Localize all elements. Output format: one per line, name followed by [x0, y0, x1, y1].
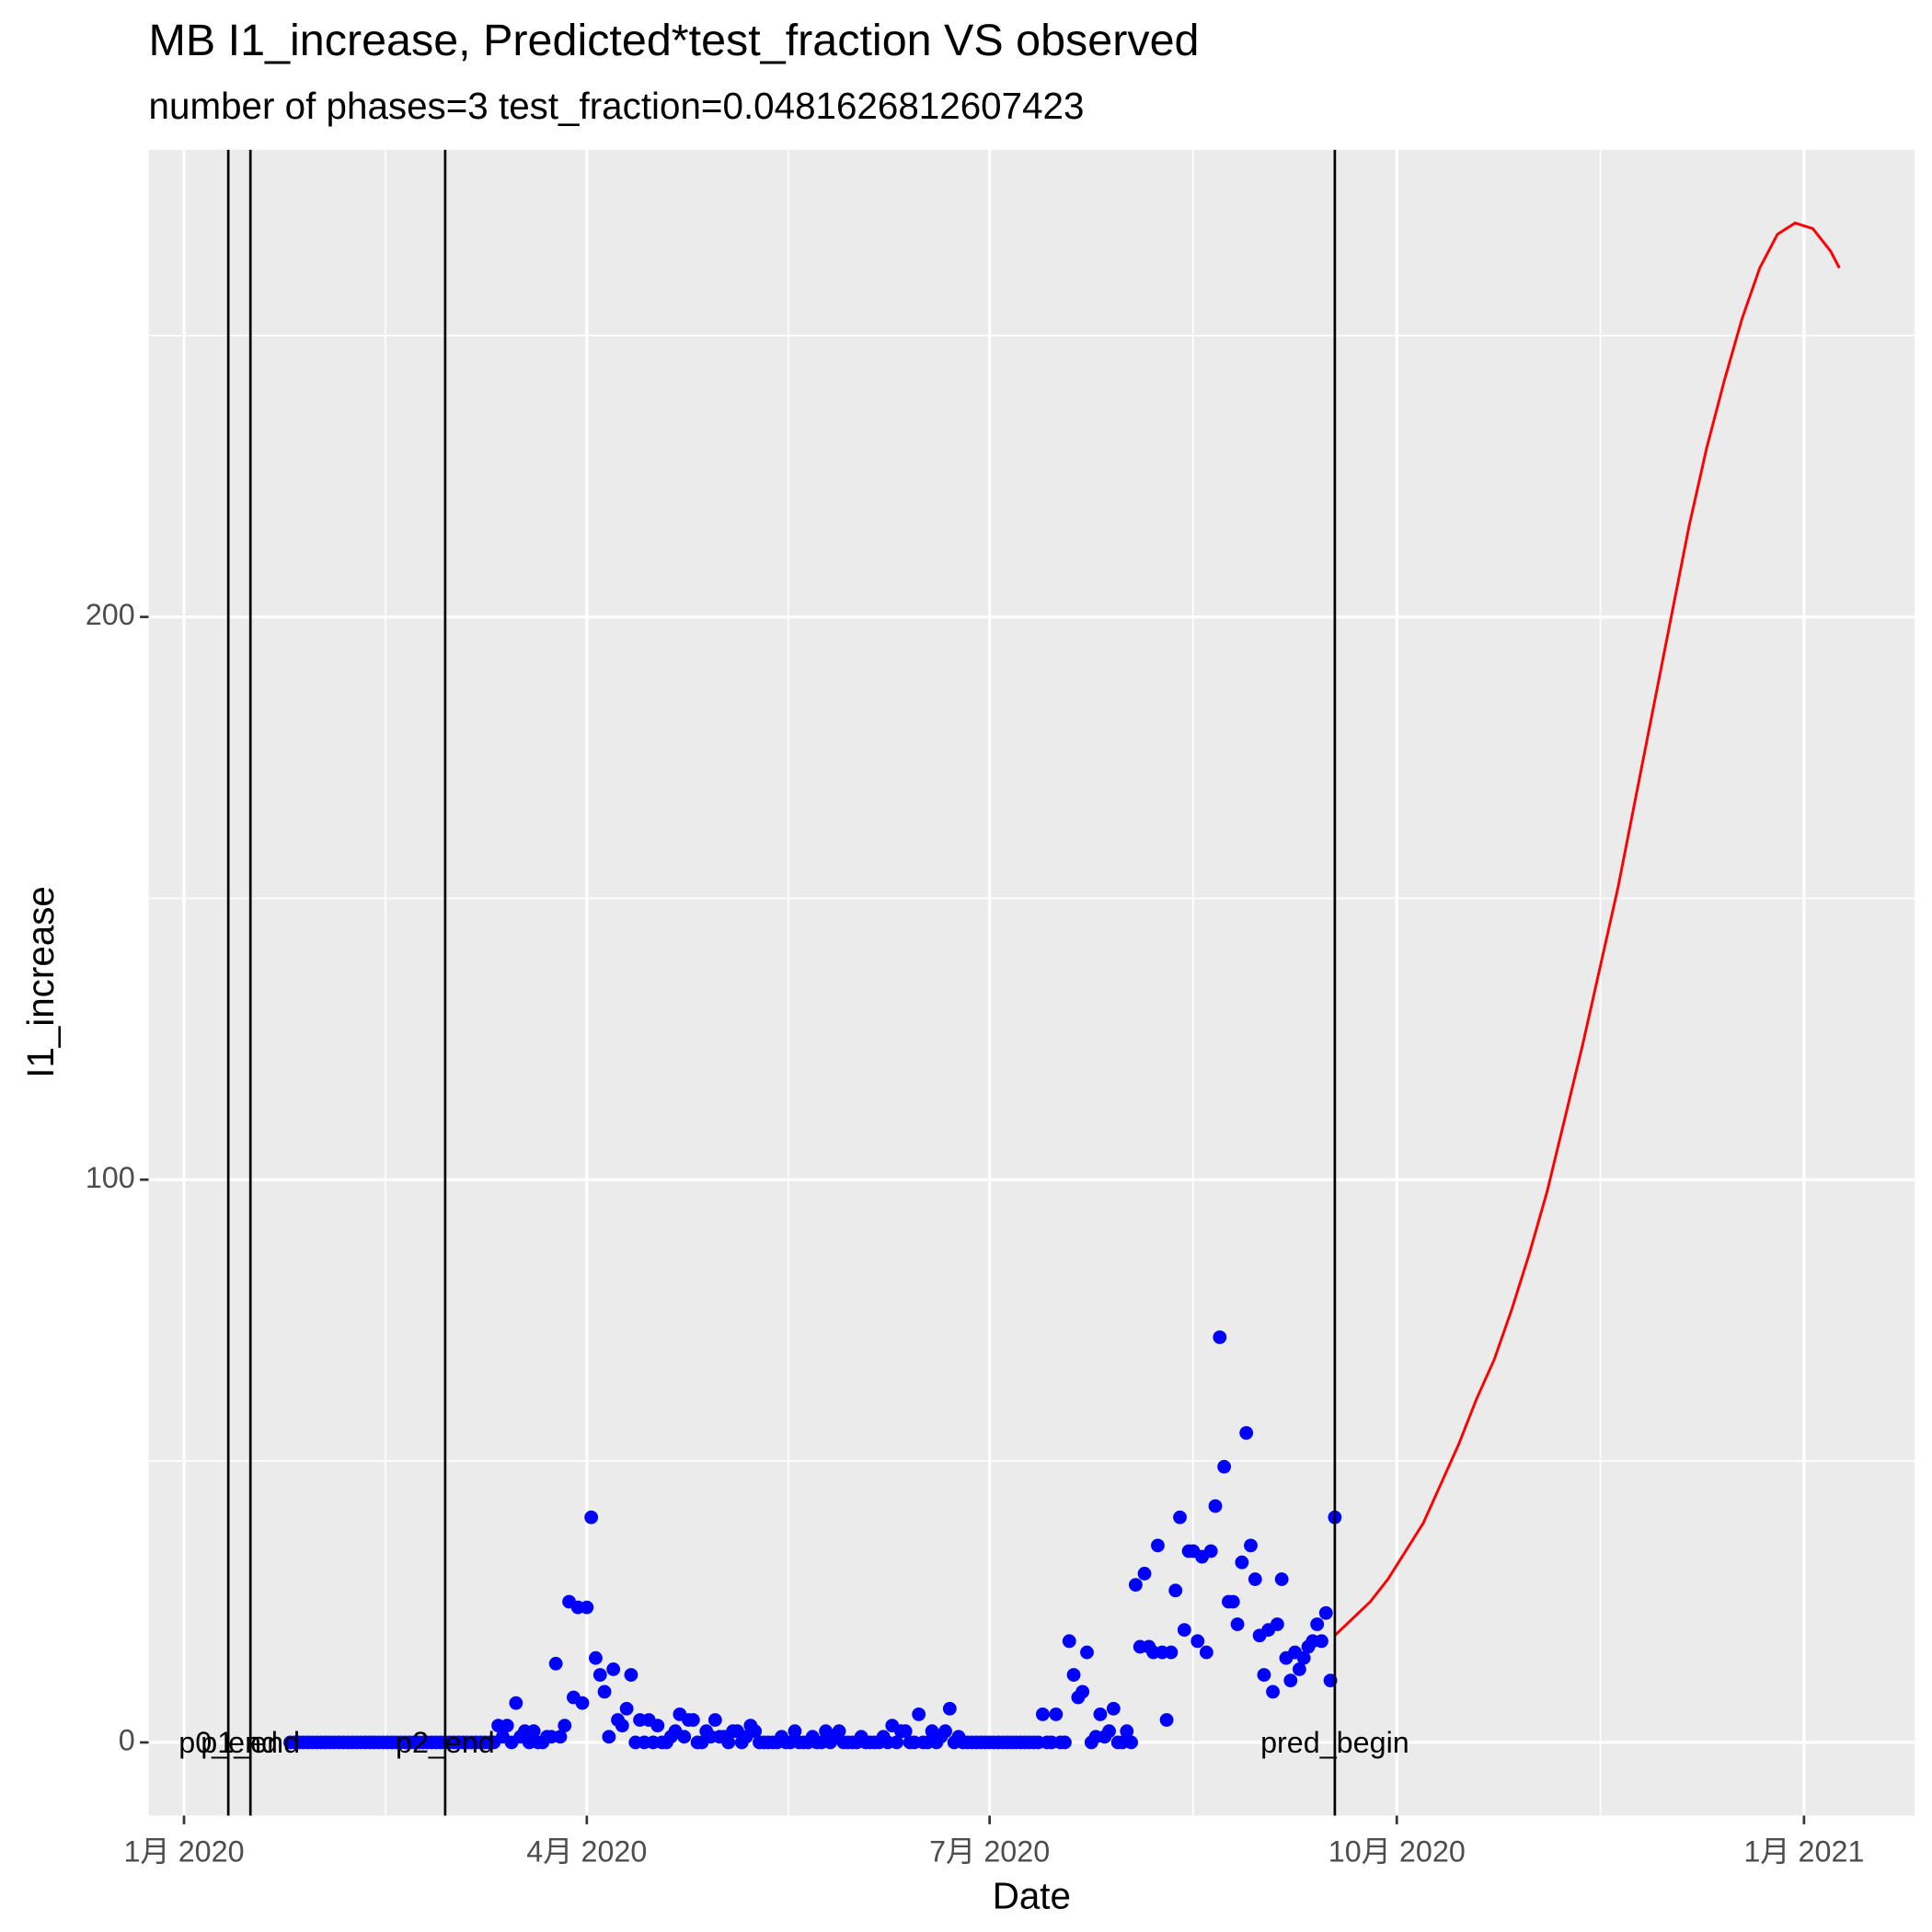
data-point	[1062, 1634, 1076, 1649]
data-point	[548, 1656, 563, 1671]
data-point	[1283, 1673, 1298, 1688]
data-point	[624, 1668, 638, 1682]
data-point	[1137, 1567, 1152, 1581]
data-point	[1120, 1724, 1134, 1739]
data-point	[1199, 1645, 1213, 1660]
x-tick-label: 4月 2020	[526, 1835, 647, 1869]
data-point	[1270, 1617, 1284, 1631]
data-point	[1049, 1707, 1064, 1721]
data-point	[606, 1662, 621, 1676]
data-point	[1310, 1617, 1325, 1631]
data-point	[1129, 1578, 1143, 1593]
data-point	[509, 1696, 523, 1710]
data-point	[615, 1719, 629, 1732]
data-point	[832, 1724, 846, 1739]
data-point	[1296, 1650, 1311, 1665]
data-point	[1235, 1555, 1249, 1570]
data-point	[1315, 1634, 1328, 1649]
y-tick-label: 200	[86, 598, 135, 631]
data-point	[890, 1735, 904, 1750]
data-point	[1248, 1572, 1262, 1586]
data-point	[1213, 1330, 1227, 1344]
data-point	[1274, 1572, 1289, 1586]
data-point	[553, 1730, 568, 1744]
phase-label: p0_end	[178, 1726, 278, 1759]
y-tick-label: 100	[86, 1161, 135, 1194]
data-point	[1225, 1594, 1240, 1609]
x-tick-label: 7月 2020	[929, 1835, 1050, 1869]
data-point	[589, 1650, 603, 1665]
data-point	[597, 1685, 612, 1699]
data-point	[584, 1510, 599, 1524]
phase-label: pred_begin	[1260, 1726, 1409, 1759]
data-point	[1035, 1707, 1050, 1721]
data-point	[650, 1719, 665, 1732]
plot-panel	[148, 149, 1915, 1816]
data-point	[1159, 1713, 1174, 1727]
chart-title: MB I1_increase, Predicted*test_fraction …	[149, 16, 1200, 65]
data-point	[685, 1713, 700, 1727]
data-point	[942, 1701, 957, 1716]
data-point	[602, 1730, 616, 1744]
data-point	[748, 1724, 763, 1739]
data-point	[1257, 1668, 1271, 1682]
prediction-line	[1333, 221, 1841, 1637]
data-point	[500, 1719, 514, 1732]
data-point	[1066, 1668, 1081, 1682]
data-point	[1124, 1735, 1138, 1750]
data-point	[1106, 1701, 1121, 1716]
data-point	[1293, 1662, 1306, 1676]
data-point	[1239, 1426, 1254, 1440]
data-point	[1177, 1623, 1191, 1638]
data-point	[1173, 1510, 1187, 1524]
data-point	[1190, 1634, 1205, 1649]
data-point	[1230, 1617, 1245, 1631]
data-point	[1080, 1645, 1094, 1660]
data-point	[1266, 1685, 1280, 1699]
y-tick-label: 0	[119, 1723, 135, 1756]
data-point	[1203, 1544, 1218, 1558]
data-point	[558, 1719, 572, 1732]
x-tick-label: 10月 2020	[1328, 1835, 1466, 1869]
data-point	[1093, 1707, 1108, 1721]
data-point	[1217, 1459, 1232, 1474]
phase-label: p1_end	[201, 1726, 300, 1759]
data-point	[1318, 1605, 1333, 1620]
x-axis-label: Date	[993, 1874, 1071, 1916]
data-point	[938, 1724, 952, 1739]
data-point	[677, 1730, 692, 1744]
data-point	[1058, 1735, 1072, 1750]
data-point	[526, 1724, 541, 1739]
data-point	[707, 1713, 722, 1727]
data-point	[619, 1701, 634, 1716]
data-point	[1168, 1583, 1183, 1598]
data-point	[1164, 1645, 1179, 1660]
data-point	[1075, 1685, 1090, 1699]
chart-subtitle: number of phases=3 test_fraction=0.04816…	[149, 85, 1085, 127]
data-point	[1244, 1538, 1258, 1553]
data-point	[575, 1696, 590, 1710]
data-point	[1102, 1724, 1116, 1739]
data-point	[788, 1724, 802, 1739]
marks	[283, 221, 1841, 1750]
x-tick-label: 1月 2021	[1743, 1835, 1864, 1869]
data-point	[580, 1600, 594, 1615]
phase-label: p2_end	[396, 1726, 495, 1759]
x-tick-label: 1月 2020	[123, 1835, 244, 1869]
data-point	[592, 1668, 607, 1682]
data-point	[912, 1707, 926, 1721]
data-point	[721, 1735, 736, 1750]
data-point	[898, 1724, 913, 1739]
data-point	[1208, 1499, 1223, 1513]
y-axis-label: I1_increase	[19, 886, 62, 1078]
data-point	[1151, 1538, 1165, 1553]
